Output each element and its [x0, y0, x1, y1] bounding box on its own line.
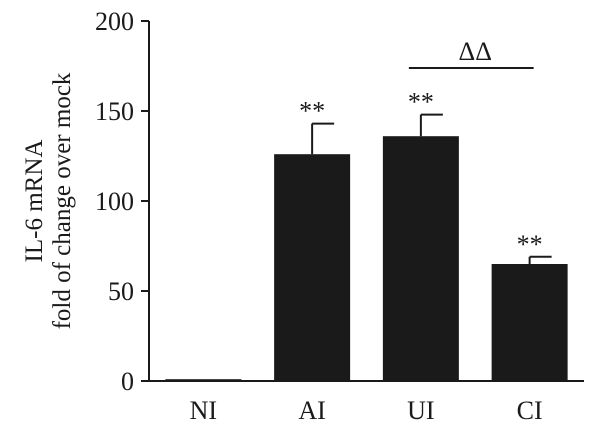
bar-ci — [491, 264, 568, 381]
y-tick-label-4: 200 — [95, 7, 134, 36]
bars — [165, 136, 568, 381]
significance-marks: ** ** ** ΔΔ — [299, 37, 543, 259]
bar-ui — [382, 136, 459, 381]
y-tick-label-3: 150 — [95, 97, 134, 126]
y-axis-label: IL-6 mRNA fold of change over mock — [21, 72, 76, 329]
x-axis-categories: NI AI UI CI — [190, 396, 543, 425]
significance-label-ci: ** — [517, 230, 543, 259]
error-bars — [311, 113, 552, 264]
significance-label-ai: ** — [299, 97, 325, 126]
y-tick-label-0: 0 — [121, 367, 134, 396]
bar-ai — [274, 154, 351, 381]
bar-ni — [165, 379, 242, 381]
y-axis-ticks: 0 50 100 150 200 — [95, 7, 149, 396]
significance-label-ui: ** — [408, 88, 434, 117]
x-category-label-ui: UI — [407, 396, 434, 425]
comparison-label: ΔΔ — [459, 37, 492, 66]
y-tick-label-2: 100 — [95, 187, 134, 216]
y-tick-label-1: 50 — [108, 277, 134, 306]
x-category-label-ni: NI — [190, 396, 217, 425]
x-category-label-ci: CI — [517, 396, 543, 425]
x-category-label-ai: AI — [298, 396, 325, 425]
y-axis-label-line-1: IL-6 mRNA — [21, 140, 48, 263]
y-axis-label-line-2: fold of change over mock — [49, 72, 76, 329]
